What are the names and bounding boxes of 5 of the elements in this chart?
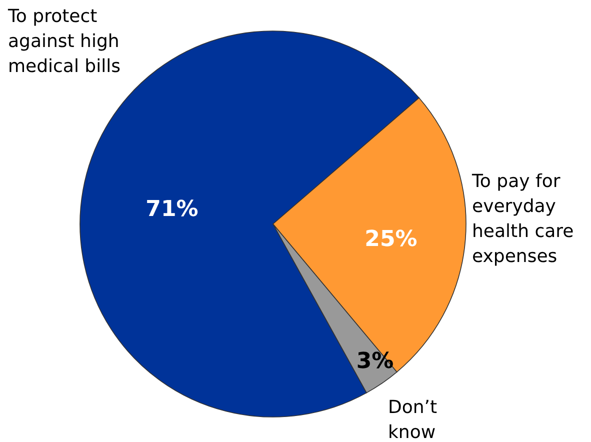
slice-label: Don’t know xyxy=(388,397,438,442)
data-label: 25% xyxy=(364,227,418,252)
data-label: 71% xyxy=(146,197,198,222)
slice-label: To protect against high medical bills xyxy=(7,6,120,77)
slice-label: To pay for everyday health care expenses xyxy=(471,171,574,267)
